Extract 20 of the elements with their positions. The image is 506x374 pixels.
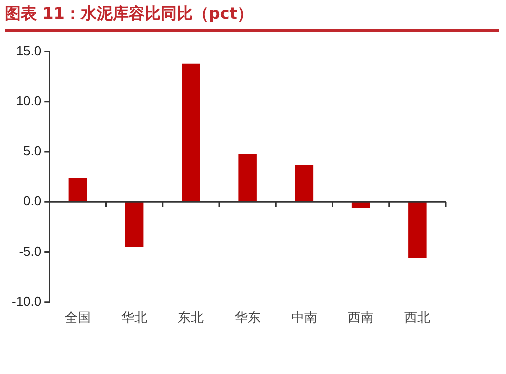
x-tick-label: 西南 xyxy=(348,310,374,325)
y-tick-label: -10.0 xyxy=(12,294,42,309)
bar xyxy=(125,202,144,248)
x-tick-label: 西北 xyxy=(404,310,431,325)
x-tick-label: 中南 xyxy=(291,310,318,325)
bar xyxy=(68,178,88,202)
bar xyxy=(295,165,314,202)
y-tick-label: 5.0 xyxy=(24,144,42,159)
y-tick-label: -5.0 xyxy=(19,244,42,259)
bar xyxy=(408,202,427,258)
x-tick-label: 东北 xyxy=(178,310,204,325)
chart-title: 图表 11：水泥库容比同比（pct） xyxy=(5,4,499,32)
x-tick-label: 华北 xyxy=(122,310,148,325)
x-tick-label: 全国 xyxy=(64,310,91,325)
bar xyxy=(182,64,200,202)
bar xyxy=(238,154,257,202)
y-tick-label: 10.0 xyxy=(16,94,42,108)
y-tick-label: 0.0 xyxy=(24,194,42,209)
x-tick-label: 华东 xyxy=(234,310,261,325)
y-tick-label: 15.0 xyxy=(16,43,42,58)
